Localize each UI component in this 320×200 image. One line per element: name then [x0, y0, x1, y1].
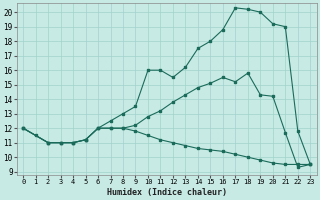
X-axis label: Humidex (Indice chaleur): Humidex (Indice chaleur) [107, 188, 227, 197]
